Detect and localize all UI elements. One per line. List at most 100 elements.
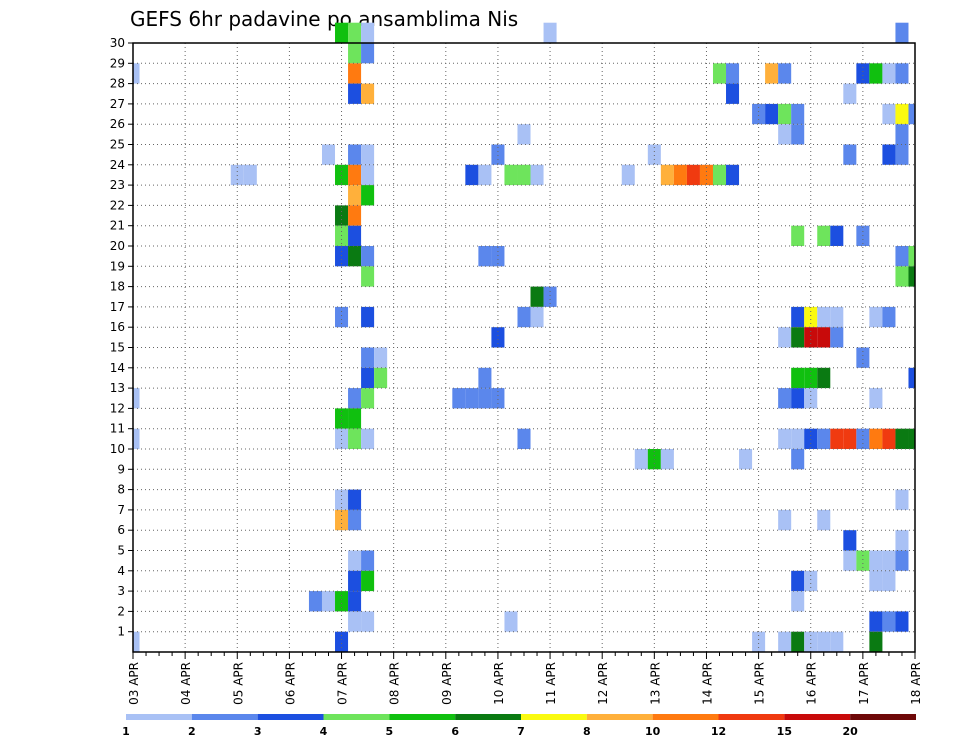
heatmap-cell — [856, 347, 870, 368]
heatmap-cell — [817, 509, 831, 531]
y-tick-label: 21 — [110, 219, 125, 233]
colorbar-label: 7 — [517, 725, 525, 738]
heatmap-cell — [321, 591, 336, 612]
y-tick-label: 29 — [110, 56, 125, 70]
heatmap-cell — [699, 164, 713, 186]
heatmap-cell — [778, 509, 792, 531]
y-tick-label: 17 — [110, 300, 125, 314]
heatmap-cell — [530, 306, 544, 328]
colorbar-label: 20 — [843, 725, 859, 738]
cells-layer — [133, 22, 915, 652]
y-tick-label: 19 — [110, 259, 125, 273]
x-tick-label: 16 APR — [805, 662, 819, 705]
colorbar-label: 8 — [583, 725, 591, 738]
y-tick-label: 25 — [110, 138, 125, 152]
heatmap-cell — [895, 530, 909, 551]
heatmap-cell — [712, 164, 727, 186]
y-axis: 1234567891011121314151617181920212223242… — [110, 36, 133, 639]
heatmap-cell — [491, 327, 505, 348]
heatmap-cell — [726, 83, 740, 104]
y-tick-label: 2 — [117, 604, 125, 618]
colorbar-swatch — [389, 714, 456, 720]
heatmap-cell — [882, 63, 896, 84]
heatmap-cell — [843, 550, 857, 571]
heatmap-cell — [348, 489, 362, 510]
x-tick-label: 11 APR — [544, 662, 558, 705]
heatmap-cell — [361, 246, 375, 267]
heatmap-cell — [348, 428, 362, 449]
heatmap-cell — [869, 388, 883, 409]
y-tick-label: 23 — [110, 178, 125, 192]
heatmap-cell — [843, 530, 857, 551]
heatmap-cell — [348, 225, 362, 246]
heatmap-cell — [791, 306, 805, 328]
heatmap-cell — [348, 246, 362, 267]
heatmap-cell — [791, 124, 805, 145]
heatmap-cell — [504, 611, 518, 632]
heatmap-cell — [817, 306, 831, 328]
heatmap-cell — [660, 449, 674, 470]
y-tick-label: 11 — [110, 422, 125, 436]
heatmap-cell — [726, 164, 740, 186]
colorbar-swatch — [784, 714, 851, 720]
colorbar-label: 3 — [254, 725, 262, 738]
y-tick-label: 27 — [110, 97, 125, 111]
heatmap-cell — [530, 164, 544, 186]
heatmap-cell — [335, 428, 349, 449]
heatmap-cell — [491, 144, 505, 165]
heatmap-cell — [348, 570, 362, 592]
heatmap-cell — [778, 388, 792, 409]
heatmap-cell — [817, 428, 831, 449]
heatmap-cell — [361, 570, 375, 592]
colorbar-swatch — [126, 714, 192, 720]
heatmap-cell — [830, 327, 844, 348]
heatmap-cell — [348, 611, 362, 632]
heatmap-cell — [517, 164, 531, 186]
heatmap-cell — [895, 489, 909, 510]
heatmap-cell — [882, 428, 896, 449]
heatmap-cell — [895, 124, 909, 145]
heatmap-cell — [739, 449, 753, 470]
heatmap-cell — [817, 327, 831, 348]
heatmap-cell — [361, 266, 375, 287]
heatmap-cell — [361, 388, 375, 409]
heatmap-cell — [908, 246, 915, 267]
heatmap-cell — [361, 367, 375, 389]
heatmap-cell — [752, 103, 766, 125]
colorbar-label: 5 — [386, 725, 394, 738]
y-tick-label: 30 — [110, 36, 125, 50]
heatmap-cell — [791, 367, 805, 389]
heatmap-cell — [348, 144, 362, 165]
y-tick-label: 28 — [110, 77, 125, 91]
heatmap-cell — [817, 225, 831, 246]
heatmap-cell — [908, 266, 915, 287]
heatmap-cell — [133, 428, 140, 449]
x-tick-label: 17 APR — [857, 662, 871, 705]
heatmap-cell — [869, 611, 883, 632]
heatmap-cell — [321, 144, 336, 165]
heatmap-cell — [660, 164, 674, 186]
x-tick-label: 10 APR — [492, 662, 506, 705]
y-tick-label: 1 — [117, 625, 125, 639]
heatmap-cell — [361, 43, 375, 64]
heatmap-cell — [361, 347, 375, 368]
x-tick-label: 13 APR — [648, 662, 662, 705]
heatmap-cell — [465, 388, 479, 409]
heatmap-cell — [361, 164, 375, 186]
colorbar-swatch — [850, 714, 916, 720]
heatmap-cell — [765, 63, 779, 84]
x-tick-label: 05 APR — [231, 662, 245, 705]
heatmap-cell — [791, 327, 805, 348]
x-tick-label: 04 APR — [179, 662, 193, 705]
heatmap-cell — [335, 408, 349, 429]
x-tick-label: 15 APR — [753, 662, 767, 705]
colorbar-label: 1 — [122, 725, 130, 738]
x-tick-label: 09 APR — [440, 662, 454, 705]
heatmap-cell — [335, 164, 349, 186]
heatmap-cell — [895, 246, 909, 267]
heatmap-cell — [895, 428, 909, 449]
heatmap-cell — [791, 631, 805, 652]
y-tick-label: 22 — [110, 198, 125, 212]
heatmap-cell — [765, 103, 779, 125]
